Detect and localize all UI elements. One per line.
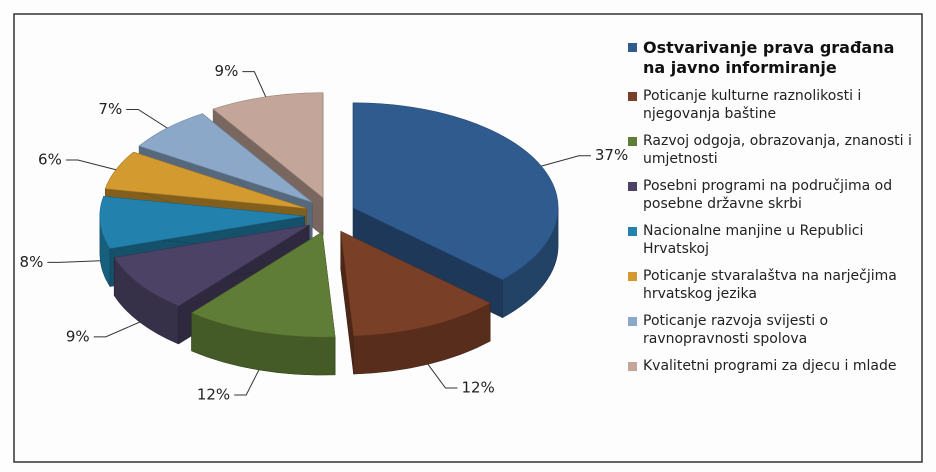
slice xyxy=(340,230,491,337)
leader-line xyxy=(427,363,458,389)
legend-item: Kvalitetni programi za djecu i mlade xyxy=(628,357,920,375)
legend-item: Poticanje razvoja svijesti o ravnopravno… xyxy=(628,312,920,348)
legend-label: Poticanje kulturne raznolikosti i njegov… xyxy=(643,88,862,122)
legend-swatch xyxy=(628,43,637,52)
data-label: 9% xyxy=(66,327,90,345)
legend-swatch xyxy=(628,227,637,236)
data-label: 6% xyxy=(38,151,62,169)
slice xyxy=(113,224,310,307)
legend-swatch xyxy=(628,317,637,326)
data-label: 12% xyxy=(197,385,230,403)
legend-swatch xyxy=(628,137,637,146)
legend-item: Nacionalne manjine u Republici Hrvatskoj xyxy=(628,222,920,258)
legend-label: Nacionalne manjine u Republici Hrvatskoj xyxy=(643,223,864,257)
leader-line xyxy=(541,155,591,167)
leader-line xyxy=(126,108,168,129)
leader-line xyxy=(47,260,101,263)
frame xyxy=(13,13,923,463)
leader-line xyxy=(242,71,267,98)
data-label: 9% xyxy=(215,62,239,80)
slice xyxy=(99,196,305,249)
legend-label: Poticanje razvoja svijesti o ravnopravno… xyxy=(643,313,829,347)
leader-line xyxy=(65,159,117,171)
data-label: 37% xyxy=(595,146,628,164)
legend-swatch xyxy=(628,182,637,191)
legend-label: Posebni programi na područjima od posebn… xyxy=(643,178,893,212)
data-label: 7% xyxy=(98,100,122,118)
legend-swatch xyxy=(628,92,637,101)
data-label: 8% xyxy=(20,253,44,271)
legend-item: Posebni programi na područjima od posebn… xyxy=(628,177,920,213)
data-label: 12% xyxy=(461,379,494,397)
legend-label: Kvalitetni programi za djecu i mlade xyxy=(643,358,897,374)
legend: Ostvarivanje prava građana na javno info… xyxy=(628,38,920,384)
leader-line xyxy=(234,369,260,396)
slice xyxy=(138,113,313,203)
legend-item: Razvoj odgoja, obrazovanja, znanosti i u… xyxy=(628,132,920,168)
legend-item: Ostvarivanje prava građana na javno info… xyxy=(628,38,920,78)
legend-swatch xyxy=(628,362,637,371)
slice xyxy=(190,231,336,338)
legend-swatch xyxy=(628,272,637,281)
legend-label: Ostvarivanje prava građana na javno info… xyxy=(643,38,895,77)
legend-item: Poticanje kulturne raznolikosti i njegov… xyxy=(628,87,920,123)
legend-item: Poticanje stvaralaštva na narječjima hrv… xyxy=(628,267,920,303)
slice xyxy=(104,151,307,209)
legend-label: Poticanje stvaralaštva na narječjima hrv… xyxy=(643,268,897,302)
legend-label: Razvoj odgoja, obrazovanja, znanosti i u… xyxy=(643,133,912,167)
leader-line xyxy=(93,321,140,338)
